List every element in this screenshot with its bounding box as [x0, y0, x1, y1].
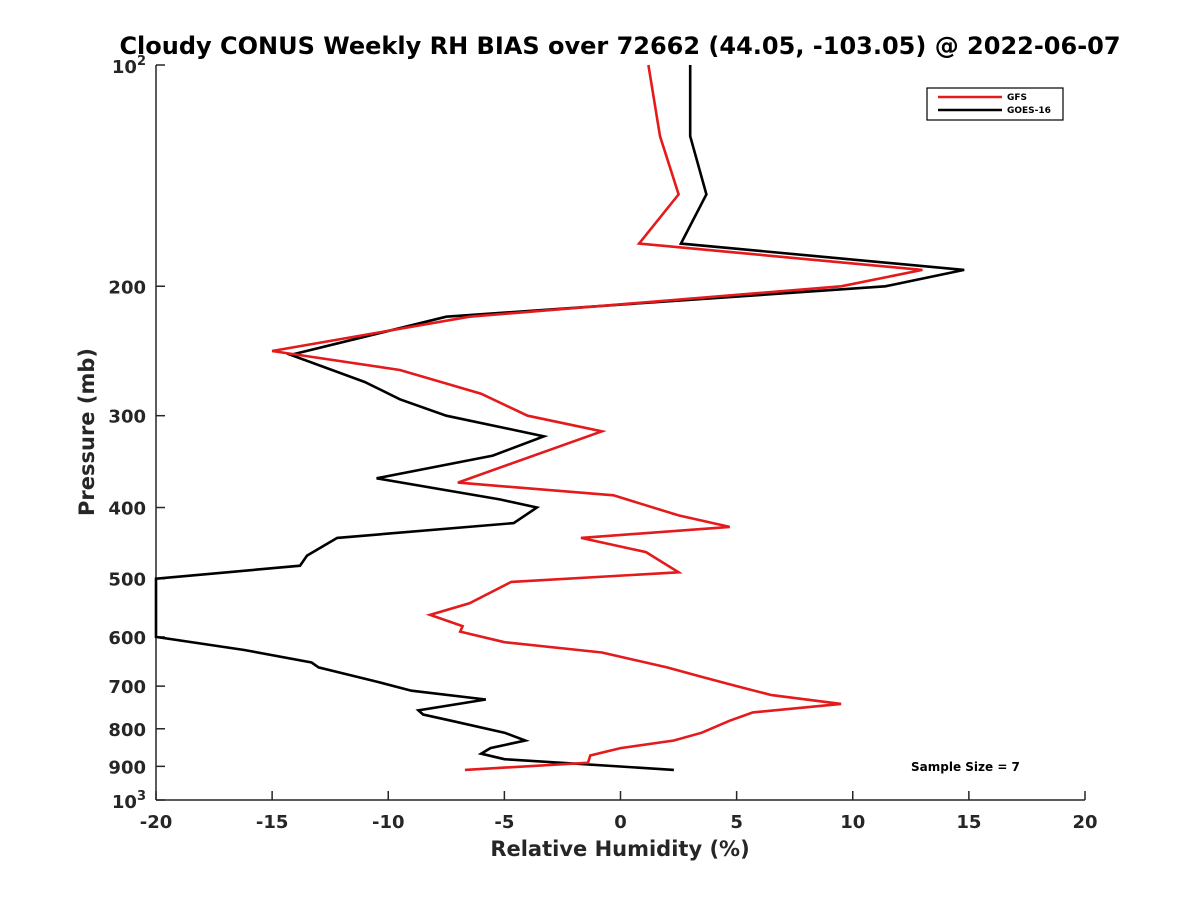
- legend-box: [926, 87, 1064, 121]
- legend: GFS GOES-16: [926, 87, 1064, 121]
- y-tick-label: 800: [108, 720, 146, 741]
- series-line-goes16: [154, 65, 965, 772]
- x-tick-label: 5: [730, 812, 743, 833]
- y-tick-label: 200: [108, 277, 146, 298]
- x-tick-label: 20: [1072, 812, 1097, 833]
- chart-title: Cloudy CONUS Weekly RH BIAS over 72662 (…: [119, 32, 1120, 60]
- y-tick-label: 600: [108, 628, 146, 649]
- y-tick-label: 300: [108, 407, 146, 428]
- x-tick-label: -5: [494, 812, 514, 833]
- y-tick-label: 102: [112, 54, 146, 78]
- x-tick-label: -10: [372, 812, 405, 833]
- plot-area: -20 -15 -10 -5 0 5 10 15 20 102 200 300 400 500 600 70…: [108, 54, 1097, 833]
- legend-label-gfs: GFS: [1007, 93, 1027, 103]
- x-tick-label: 0: [614, 812, 627, 833]
- sample-size-annotation: Sample Size = 7: [911, 760, 1020, 774]
- y-tick-label: 103: [112, 789, 146, 813]
- x-ticks: -20 -15 -10 -5 0 5 10 15 20: [140, 791, 1098, 833]
- y-tick-label: 900: [108, 757, 146, 778]
- x-tick-label: 15: [956, 812, 981, 833]
- series-line-gfs: [271, 64, 923, 772]
- y-tick-label: 700: [108, 677, 146, 698]
- series-layer: [154, 64, 965, 772]
- y-tick-label: 400: [108, 499, 146, 520]
- y-axis-label: Pressure (mb): [75, 348, 99, 516]
- x-axis-label: Relative Humidity (%): [490, 837, 749, 861]
- x-tick-label: 10: [840, 812, 865, 833]
- x-tick-label: -20: [140, 812, 173, 833]
- legend-label-goes16: GOES-16: [1007, 106, 1051, 116]
- x-tick-label: -15: [256, 812, 289, 833]
- y-tick-label: 500: [108, 570, 146, 591]
